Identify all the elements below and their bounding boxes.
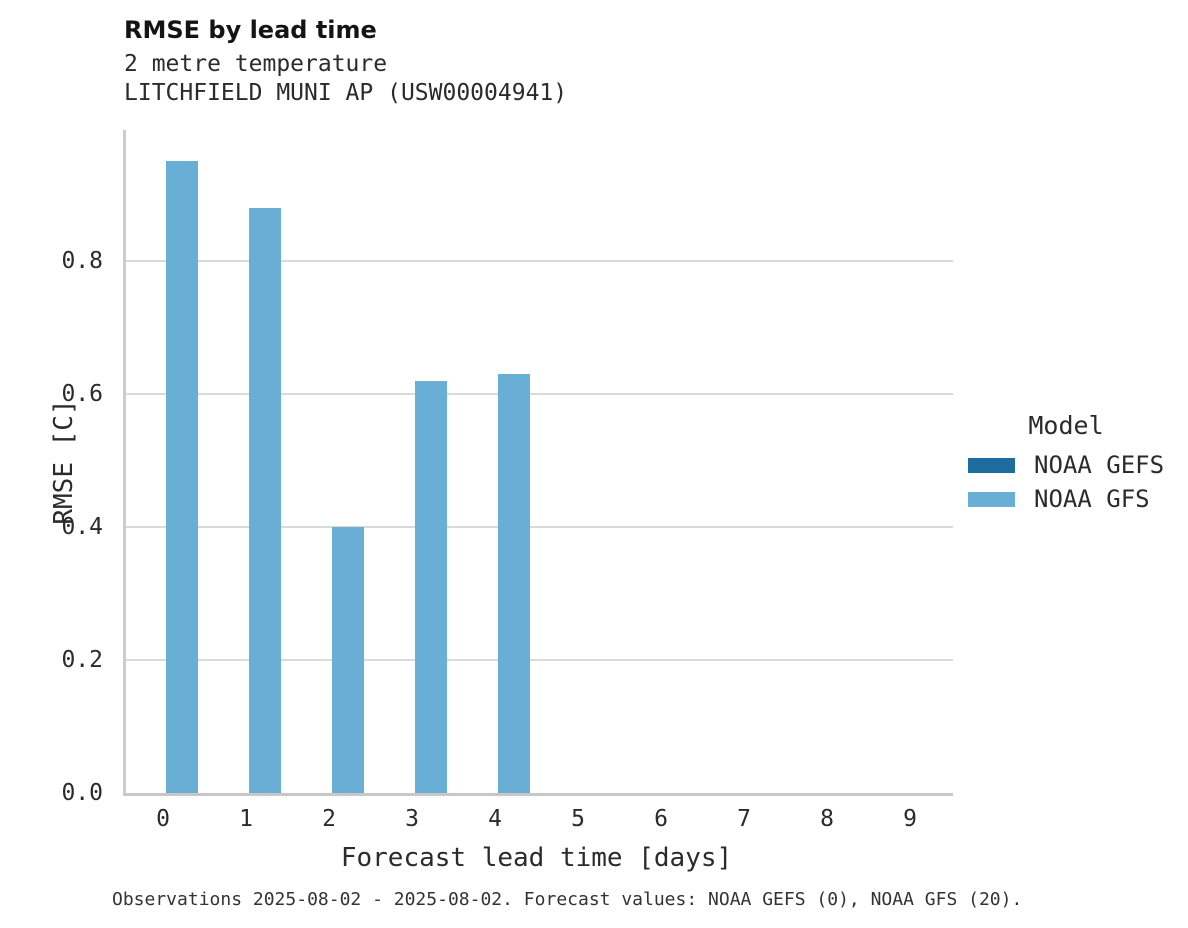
x-tick-label: 7 [737, 806, 751, 832]
legend-item-label: NOAA GEFS [1034, 451, 1165, 479]
gridline [126, 526, 953, 528]
chart-subtitle-variable: 2 metre temperature [124, 51, 388, 77]
legend-item: NOAA GEFS [966, 451, 1178, 479]
bar-noaa-gfs-day2 [332, 527, 364, 793]
x-tick-label: 3 [405, 806, 419, 832]
plot-area [123, 130, 953, 796]
x-tick-label: 5 [571, 806, 585, 832]
x-tick-label: 2 [322, 806, 336, 832]
legend-items: NOAA GEFS NOAA GFS [966, 451, 1178, 513]
gridline [126, 393, 953, 395]
bar-noaa-gfs-day0 [166, 161, 198, 793]
x-tick-label: 4 [488, 806, 502, 832]
legend-item-label: NOAA GFS [1034, 485, 1150, 513]
x-tick-label: 9 [903, 806, 917, 832]
legend-swatch-icon [968, 491, 1015, 507]
x-tick-label: 8 [820, 806, 834, 832]
y-tick-label: 0.4 [61, 514, 103, 540]
y-tick-label: 0.2 [61, 647, 103, 673]
figure-caption: Observations 2025-08-02 - 2025-08-02. Fo… [112, 889, 1023, 910]
x-axis-title: Forecast lead time [days] [340, 843, 733, 873]
legend-title: Model [1028, 411, 1104, 440]
x-tick-label: 1 [239, 806, 253, 832]
chart-title: RMSE by lead time [124, 16, 377, 44]
legend-item: NOAA GFS [966, 485, 1178, 513]
legend-swatch-icon [968, 457, 1015, 473]
legend: Model NOAA GEFS NOAA GFS [966, 411, 1178, 521]
x-tick-label: 0 [156, 806, 170, 832]
y-tick-label: 0.8 [61, 248, 103, 274]
bar-noaa-gfs-day1 [249, 208, 281, 793]
y-tick-label: 0.6 [61, 381, 103, 407]
chart-subtitle-station: LITCHFIELD MUNI AP (USW00004941) [124, 80, 568, 106]
bar-noaa-gfs-day3 [415, 381, 447, 793]
gridline [126, 260, 953, 262]
x-tick-label: 6 [654, 806, 668, 832]
y-tick-label: 0.0 [61, 780, 103, 806]
bar-noaa-gfs-day4 [498, 374, 530, 793]
gridline [126, 659, 953, 661]
